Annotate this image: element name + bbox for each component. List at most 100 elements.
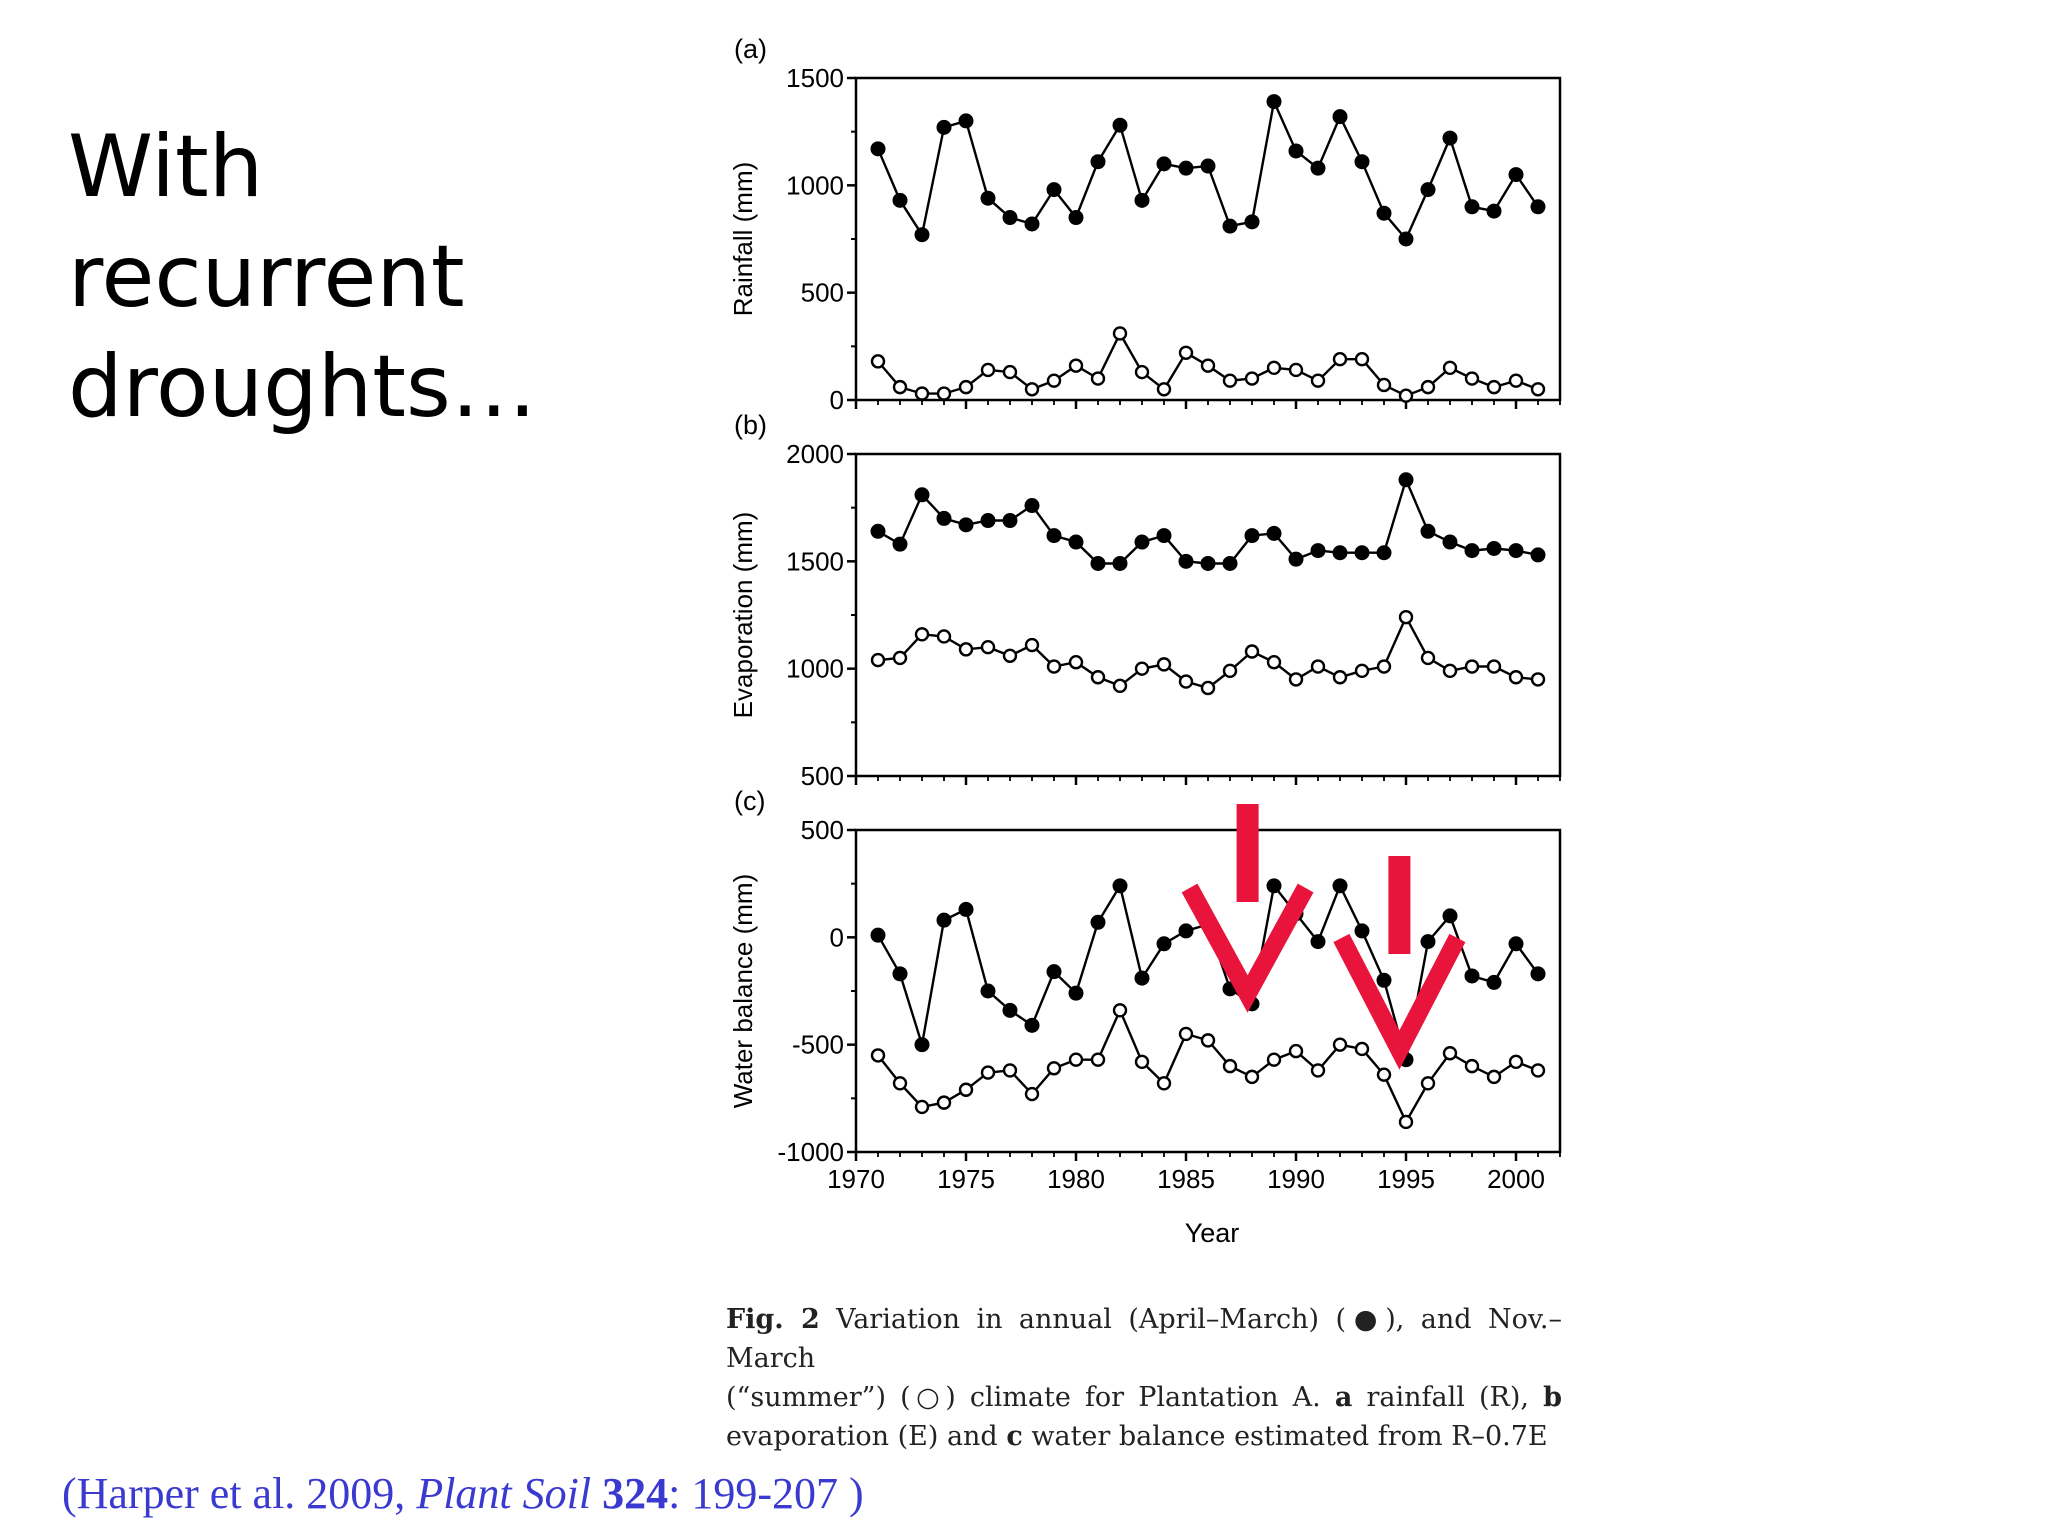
slide-title-line-1: With (68, 117, 264, 217)
panel-3-annual-series-point (1310, 934, 1326, 950)
panel-3-summer-series-point (870, 1048, 886, 1063)
panel-1-annual-series-point (1464, 199, 1480, 215)
panel-2-annual-series-point (1530, 547, 1546, 563)
caption-line-1-text: Variation in annual (April–March) (●), a… (726, 1304, 1562, 1374)
panel-1-annual-series-point (1420, 182, 1436, 198)
panel-1-summer-series-point (1222, 373, 1238, 388)
panel-1-annual-series-point (1310, 160, 1326, 176)
caption-line-3a: evaporation (E) and (726, 1421, 998, 1452)
panel-2-annual-series-point (1002, 513, 1018, 529)
panel-2-annual-series-point (1156, 528, 1172, 544)
panel-3-summer-series-point (1200, 1033, 1216, 1048)
panel-1-annual-series-point (1442, 130, 1458, 146)
panel-1-summer-series-point (1200, 358, 1216, 373)
panel-1-summer-series-point (1376, 377, 1392, 393)
panel-1-annual-series-point (958, 113, 974, 129)
panel-3-summer-series-point (936, 1095, 952, 1110)
panel-2-summer-series-line (877, 614, 1539, 690)
panel-1-summer-series-point (914, 386, 930, 401)
panel-3-summer-series-point (1420, 1076, 1436, 1091)
drought-arrow-2-head (1333, 933, 1466, 1070)
panel-3-annual-series-point (1178, 923, 1194, 939)
panel-3-x-tick-label: 2000 (1487, 1164, 1545, 1194)
panel-1-annual-series-point (1222, 218, 1238, 234)
panel-3-y-tick-label: -1000 (778, 1137, 845, 1167)
panel-3-y-axis-label: Water balance (mm) (728, 874, 758, 1109)
panel-1-summer-series-point (1288, 362, 1304, 378)
panel-1-annual-series-point (1376, 205, 1392, 221)
panel-3-summer-series-point (1486, 1069, 1502, 1085)
panel-2-annual-series-point (1376, 545, 1392, 561)
panel-1-summer-series-point (1090, 371, 1106, 386)
panel-3-x-tick-label: 1985 (1157, 1164, 1215, 1194)
citation-prefix: (Harper et al. 2009, (62, 1469, 417, 1518)
panel-2-summer-series-point (1398, 609, 1414, 625)
citation-suffix: : 199-207 ) (668, 1469, 864, 1518)
panel-3-annual-series-point (1442, 908, 1458, 924)
panel-2-summer-series-point (1002, 648, 1018, 663)
caption-line-2: (“summer”) (○) climate for Plantation A.… (726, 1378, 1562, 1417)
panel-2-summer-series-point (1442, 663, 1458, 679)
panel-1-annual-series-point (1508, 167, 1524, 183)
panel-3-summer-series-point (1178, 1026, 1194, 1042)
citation-journal: Plant Soil (416, 1469, 592, 1518)
panel-2-annual-series-point (1222, 555, 1238, 571)
panel-3-summer-series-point (1222, 1058, 1238, 1074)
panel-2-summer-series-point (958, 642, 974, 657)
panel-2-y-tick-label: 2000 (786, 439, 844, 469)
panel-3-summer-series-point (1002, 1063, 1018, 1078)
panel-2-summer-series-point (1112, 678, 1128, 694)
panel-1-label: (a) (734, 34, 767, 64)
panel-1-summer-series-point (1178, 345, 1194, 360)
caption-line-3b: water balance estimated from R–0.7E (1031, 1421, 1548, 1452)
drought-arrow-1-head (1181, 883, 1314, 1013)
panel-3-y-tick-label: 0 (830, 922, 844, 952)
caption-line-1: Fig. 2 Variation in annual (April–March)… (726, 1300, 1562, 1378)
panel-3-summer-series-point (1376, 1067, 1392, 1082)
panel-3-annual-series-point (1332, 878, 1348, 894)
panel-3-annual-series-point (1024, 1017, 1040, 1033)
panel-2-annual-series-point (1244, 528, 1260, 544)
panel-1-summer-series-point (1486, 379, 1502, 395)
panel-3-x-tick-label: 1990 (1267, 1164, 1325, 1194)
panel-1-annual-series-point (870, 141, 886, 157)
panel-1-annual-series-point (892, 192, 908, 208)
panel-3-x-tick-label: 1970 (827, 1164, 885, 1194)
panel-2-plot-frame (854, 452, 1562, 778)
panel-3-summer-series-point (1024, 1086, 1040, 1102)
panel-3-summer-series-point (1530, 1063, 1546, 1078)
panel-3-summer-series-point (980, 1065, 996, 1080)
panel-2-annual-series-line (877, 476, 1539, 565)
panel-2-annual-series-point (1090, 555, 1106, 571)
panel-2-summer-series-point (1222, 663, 1238, 679)
panel-1-annual-series-point (1398, 231, 1414, 247)
panel-1-summer-series-point (1068, 358, 1084, 373)
panel-3-annual-series-point (936, 912, 952, 928)
panel-2-summer-series-point (1266, 655, 1282, 670)
panel-2-annual-series-point (1046, 528, 1062, 544)
panel-2-annual-series-point (1486, 540, 1502, 556)
panel-2-annual-series-point (1024, 498, 1040, 514)
panel-2-summer-series-point (892, 650, 908, 666)
caption-panel-b: b (1543, 1382, 1563, 1413)
panel-2-y-tick-label: 1500 (786, 546, 844, 576)
panel-3-annual-series-point (1530, 966, 1546, 982)
slide-title-line-2: recurrent (68, 227, 465, 327)
panel-1-y-axis-label: Rainfall (mm) (728, 162, 758, 317)
panel-2-annual-series-point (1442, 534, 1458, 550)
caption-panel-c: c (1006, 1421, 1023, 1452)
panel-3-summer-series-point (1068, 1052, 1084, 1067)
panel-2-summer-series-point (1420, 650, 1436, 666)
panel-1-annual-series-point (1530, 199, 1546, 215)
panel-1-y-tick-label: 0 (830, 385, 844, 415)
panel-3-label: (c) (734, 786, 765, 816)
panel-1-annual-series-point (1046, 182, 1062, 198)
panel-2-summer-series-point (1200, 680, 1216, 696)
panel-3-annual-series-point (892, 966, 908, 982)
panel-2-summer-series-point (914, 627, 930, 642)
panel-2-y-axis-label: Evaporation (mm) (728, 512, 758, 719)
panel-3-summer-series-point (1310, 1063, 1326, 1078)
panel-2-summer-series-point (936, 629, 952, 644)
panel-3-annual-series-point (1464, 968, 1480, 984)
